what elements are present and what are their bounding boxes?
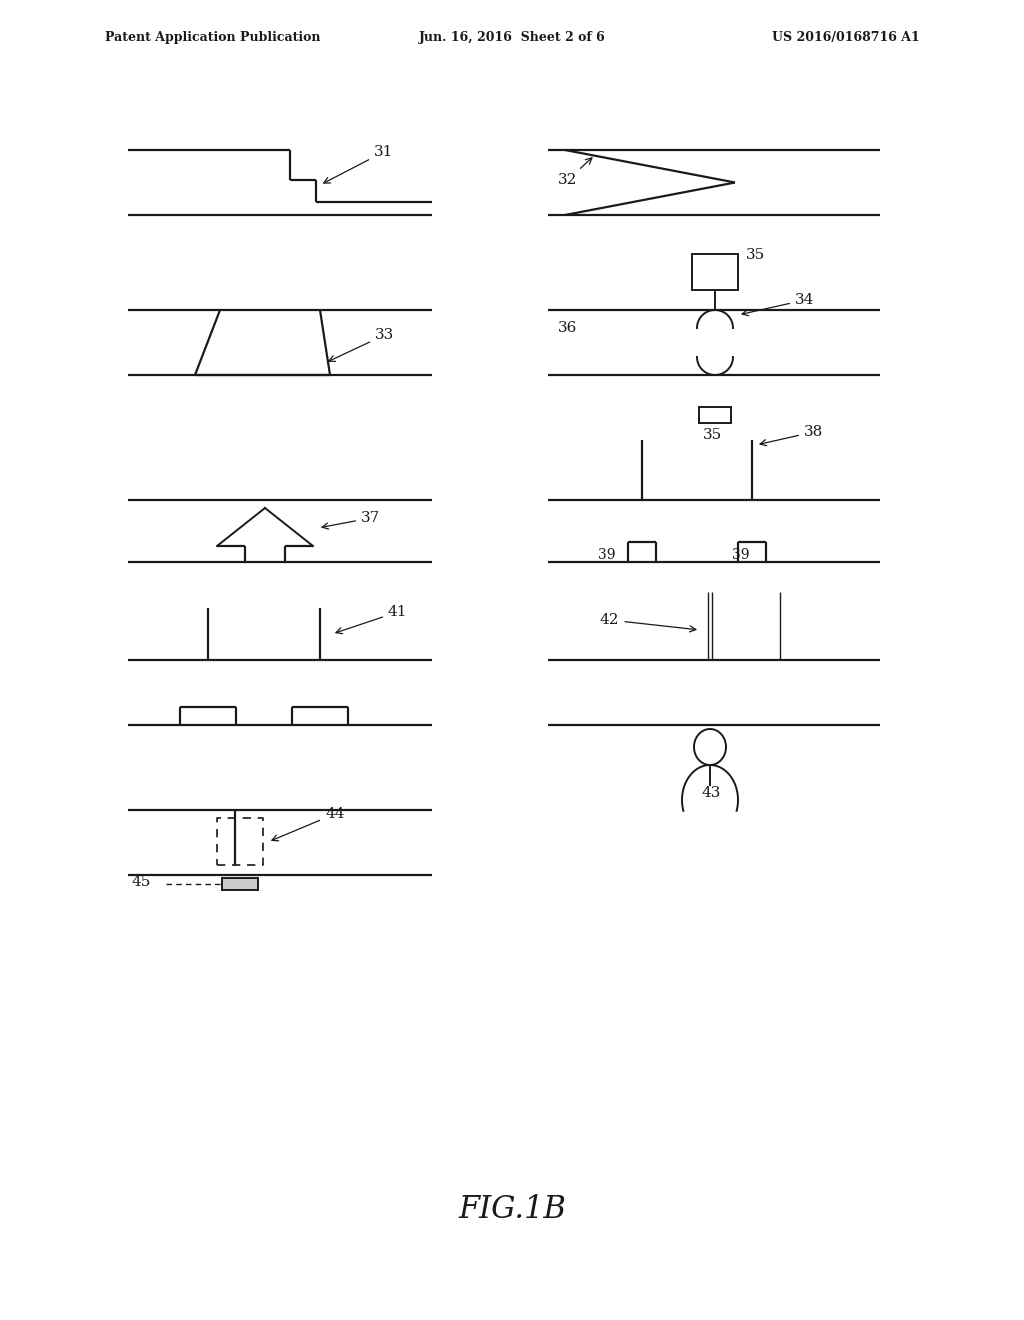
Text: 39: 39 bbox=[598, 548, 615, 562]
Text: FIG.1B: FIG.1B bbox=[458, 1195, 566, 1225]
Text: 36: 36 bbox=[558, 321, 578, 335]
Bar bbox=[222, 878, 258, 890]
Text: 37: 37 bbox=[323, 511, 380, 529]
Text: Jun. 16, 2016  Sheet 2 of 6: Jun. 16, 2016 Sheet 2 of 6 bbox=[419, 30, 605, 44]
Text: 41: 41 bbox=[336, 605, 408, 634]
Text: 45: 45 bbox=[132, 875, 152, 888]
Text: 43: 43 bbox=[702, 785, 721, 800]
Text: 39: 39 bbox=[732, 548, 750, 562]
Bar bbox=[692, 253, 738, 290]
Text: 38: 38 bbox=[760, 425, 823, 446]
Text: 34: 34 bbox=[742, 293, 814, 315]
Text: 35: 35 bbox=[703, 428, 722, 442]
Text: 44: 44 bbox=[271, 807, 344, 841]
Text: 31: 31 bbox=[324, 145, 393, 183]
Text: US 2016/0168716 A1: US 2016/0168716 A1 bbox=[772, 30, 920, 44]
Text: Patent Application Publication: Patent Application Publication bbox=[105, 30, 321, 44]
Text: 33: 33 bbox=[329, 327, 394, 362]
Bar bbox=[699, 407, 731, 422]
Text: 35: 35 bbox=[746, 248, 765, 261]
Text: 42: 42 bbox=[600, 612, 696, 632]
Text: 32: 32 bbox=[558, 158, 592, 187]
